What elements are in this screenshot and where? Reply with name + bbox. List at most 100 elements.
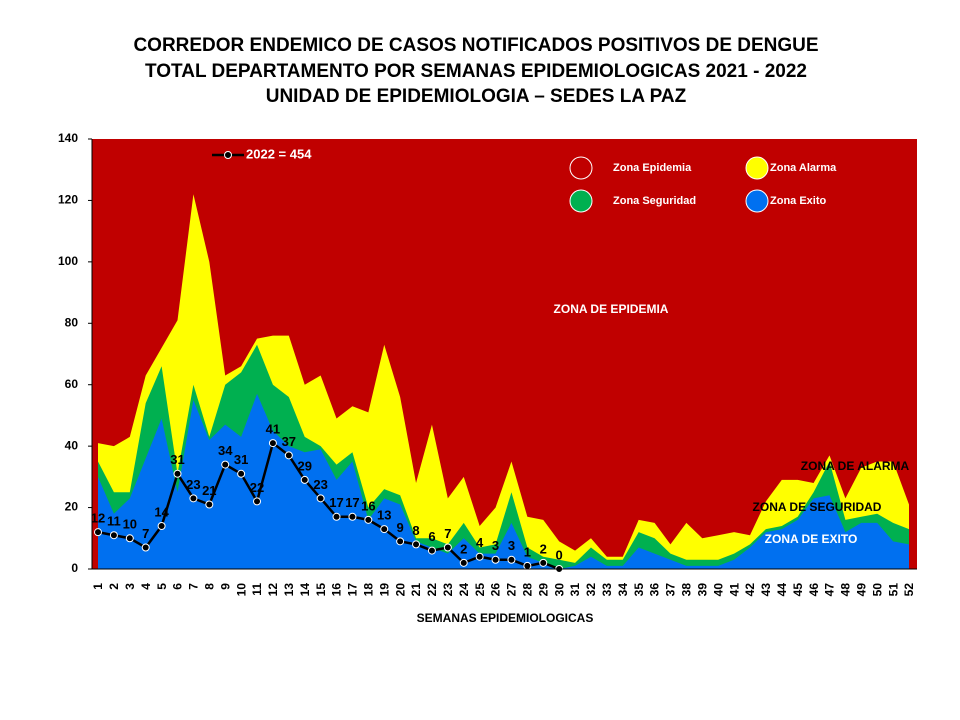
- x-tick-label: 34: [616, 583, 630, 597]
- legend-label: 2022 = 454: [246, 146, 312, 161]
- annotation: ZONA DE EPIDEMIA: [554, 302, 669, 316]
- x-tick-label: 3: [123, 583, 137, 590]
- x-tick-label: 47: [823, 583, 837, 597]
- x-tick-label: 6: [171, 583, 185, 590]
- x-tick-label: 33: [600, 583, 614, 597]
- data-label: 17: [329, 495, 343, 510]
- point: [189, 494, 198, 503]
- point: [427, 546, 436, 555]
- y-tick-label: 140: [58, 131, 78, 145]
- point: [475, 552, 484, 561]
- x-tick-label: 41: [727, 583, 741, 597]
- x-tick-label: 28: [521, 583, 535, 597]
- y-tick-label: 40: [65, 438, 79, 452]
- x-tick-label: 39: [695, 583, 709, 597]
- point: [221, 460, 230, 469]
- legend-marker: [745, 156, 769, 180]
- data-label: 16: [361, 498, 375, 513]
- annotation: ZONA DE EXITO: [765, 532, 858, 546]
- chart-title: UNIDAD DE EPIDEMIOLOGIA – SEDES LA PAZ: [266, 86, 687, 107]
- x-tick-label: 12: [266, 583, 280, 597]
- point: [300, 475, 309, 484]
- point: [125, 534, 134, 543]
- point: [459, 558, 468, 567]
- point: [253, 497, 262, 506]
- x-tick-label: 38: [680, 583, 694, 597]
- point: [412, 540, 421, 549]
- annotation: ZONA DE SEGURIDAD: [753, 500, 882, 514]
- point: [507, 555, 516, 564]
- x-tick-label: 40: [711, 583, 725, 597]
- data-label: 9: [397, 520, 404, 535]
- point: [237, 469, 246, 478]
- point: [380, 525, 389, 534]
- point: [268, 439, 277, 448]
- legend-marker: [569, 156, 593, 180]
- x-tick-label: 7: [187, 583, 201, 590]
- point: [539, 558, 548, 567]
- x-tick-label: 50: [870, 583, 884, 597]
- x-tick-label: 10: [234, 583, 248, 597]
- legend-label: Zona Alarma: [770, 162, 837, 174]
- data-label: 22: [250, 480, 264, 495]
- y-tick-label: 100: [58, 254, 78, 268]
- zone-area: [98, 393, 909, 569]
- point: [332, 512, 341, 521]
- point: [94, 528, 102, 537]
- point: [173, 469, 182, 478]
- legend-marker: [569, 189, 593, 213]
- x-tick-label: 46: [807, 583, 821, 597]
- data-label: 7: [444, 526, 451, 541]
- data-label: 8: [412, 523, 419, 538]
- data-label: 4: [476, 535, 484, 550]
- x-tick-label: 51: [886, 583, 900, 597]
- legend-label: Zona Exito: [770, 195, 827, 207]
- x-tick-label: 49: [854, 583, 868, 597]
- x-tick-label: 8: [202, 583, 216, 590]
- data-label: 0: [556, 547, 563, 562]
- data-label: 41: [266, 422, 280, 437]
- y-tick-label: 60: [65, 377, 79, 391]
- x-tick-label: 19: [377, 583, 391, 597]
- data-label: 29: [297, 458, 311, 473]
- x-tick-label: 4: [139, 583, 153, 590]
- data-label: 3: [508, 538, 515, 553]
- data-label: 37: [282, 434, 296, 449]
- data-label: 2: [460, 541, 467, 556]
- x-tick-label: 15: [314, 583, 328, 597]
- data-label: 3: [492, 538, 499, 553]
- x-tick-label: 27: [505, 583, 519, 597]
- data-label: 12: [91, 511, 105, 526]
- point: [396, 537, 405, 546]
- x-tick-label: 29: [536, 583, 550, 597]
- chart-title: CORREDOR ENDEMICO DE CASOS NOTIFICADOS P…: [133, 35, 818, 56]
- x-tick-label: 1: [91, 583, 105, 590]
- data-label: 13: [377, 508, 391, 523]
- data-label: 7: [142, 526, 149, 541]
- data-label: 21: [202, 483, 216, 498]
- x-tick-label: 2: [107, 583, 121, 590]
- x-tick-label: 18: [362, 583, 376, 597]
- data-label: 31: [170, 452, 184, 467]
- point: [205, 500, 214, 509]
- x-tick-label: 43: [759, 583, 773, 597]
- x-tick-label: 30: [552, 583, 566, 597]
- chart-title: TOTAL DEPARTAMENTO POR SEMANAS EPIDEMIOL…: [145, 61, 807, 82]
- point: [364, 515, 373, 524]
- data-label: 1: [524, 544, 531, 559]
- x-tick-label: 13: [282, 583, 296, 597]
- x-tick-label: 36: [648, 583, 662, 597]
- x-tick-label: 11: [250, 583, 264, 596]
- x-tick-label: 44: [775, 583, 789, 597]
- x-tick-label: 48: [839, 583, 853, 597]
- legend-marker: [224, 151, 232, 159]
- legend-label: Zona Seguridad: [613, 195, 696, 207]
- x-tick-label: 45: [791, 583, 805, 597]
- y-tick-label: 80: [65, 315, 79, 329]
- x-tick-label: 35: [632, 583, 646, 597]
- point: [443, 543, 452, 552]
- x-tick-label: 31: [568, 583, 582, 597]
- x-tick-label: 37: [664, 583, 678, 597]
- point: [157, 522, 166, 530]
